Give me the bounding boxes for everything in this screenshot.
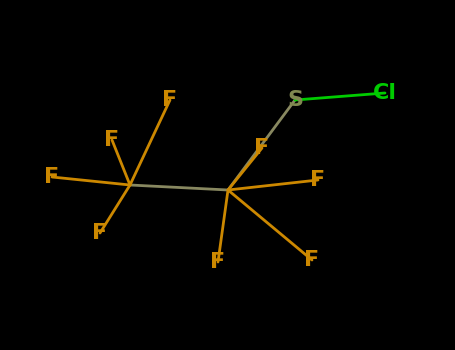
Text: Cl: Cl	[373, 83, 397, 103]
Text: F: F	[105, 130, 120, 150]
Text: F: F	[310, 170, 326, 190]
Text: F: F	[210, 252, 226, 272]
Text: F: F	[304, 250, 319, 270]
Text: F: F	[162, 90, 177, 110]
Text: F: F	[254, 138, 269, 158]
Text: F: F	[45, 167, 60, 187]
Text: F: F	[92, 223, 107, 243]
Text: S: S	[287, 90, 303, 110]
